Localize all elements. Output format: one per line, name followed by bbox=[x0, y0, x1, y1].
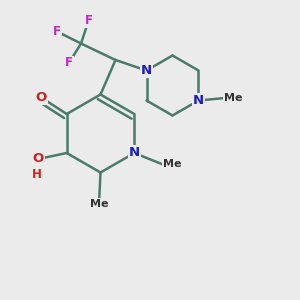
Text: F: F bbox=[85, 14, 92, 28]
Text: N: N bbox=[129, 146, 140, 160]
Text: Me: Me bbox=[163, 159, 181, 170]
Text: H: H bbox=[32, 168, 42, 181]
Text: O: O bbox=[36, 91, 47, 104]
Text: N: N bbox=[193, 94, 204, 107]
Text: Me: Me bbox=[224, 93, 242, 103]
Text: N: N bbox=[141, 64, 152, 77]
Text: F: F bbox=[53, 25, 61, 38]
Text: O: O bbox=[33, 152, 44, 166]
Text: F: F bbox=[65, 56, 73, 70]
Text: Me: Me bbox=[90, 199, 108, 209]
